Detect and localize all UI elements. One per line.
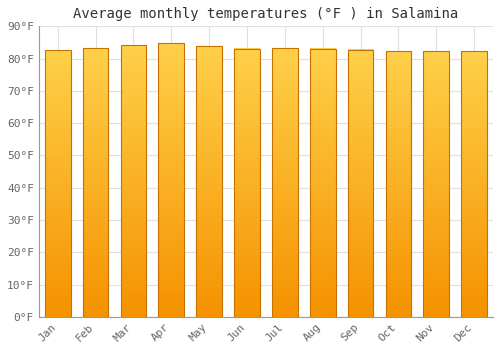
Bar: [272, 48, 297, 317]
Title: Average monthly temperatures (°F ) in Salamina: Average monthly temperatures (°F ) in Sa…: [74, 7, 458, 21]
Bar: [386, 51, 411, 317]
Bar: [348, 49, 374, 317]
Bar: [310, 49, 336, 317]
Bar: [120, 45, 146, 317]
Bar: [424, 51, 449, 317]
Bar: [196, 46, 222, 317]
Bar: [82, 48, 108, 317]
Bar: [45, 50, 70, 317]
Bar: [234, 49, 260, 317]
Bar: [462, 51, 487, 317]
Bar: [158, 43, 184, 317]
